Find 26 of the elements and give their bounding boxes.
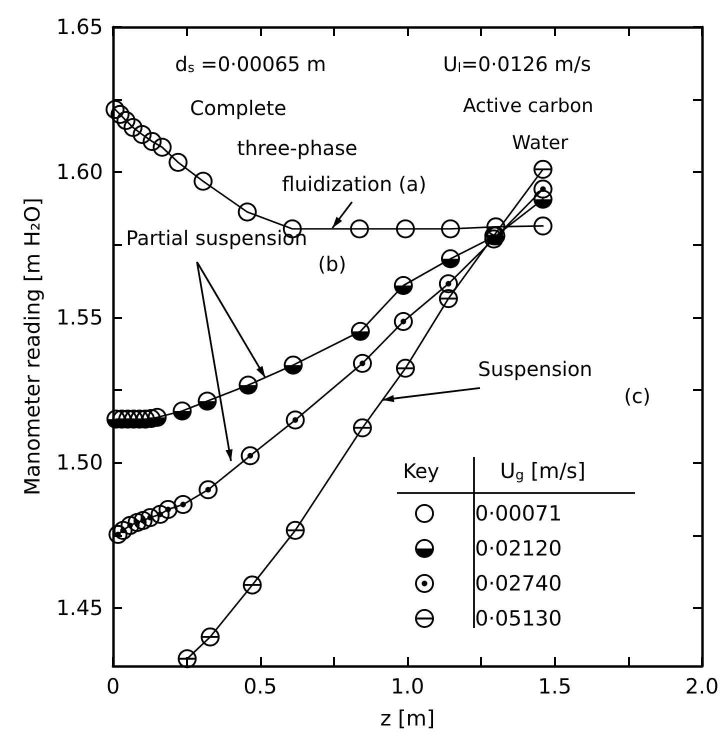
y-tick-label: 1.55 bbox=[56, 305, 103, 330]
annotation: Water bbox=[512, 132, 568, 154]
x-tick-label: 0 bbox=[106, 674, 120, 698]
y-axis-title: Manometer reading [m H₂O] bbox=[20, 198, 44, 496]
y-tick-label: 1.45 bbox=[56, 596, 103, 620]
legend-label: 0·00071 bbox=[475, 502, 562, 526]
annotation: Complete three-phase fluidization (a) bbox=[190, 96, 426, 196]
x-axis-title: z [m] bbox=[380, 706, 435, 730]
annotation: Key bbox=[403, 459, 440, 483]
y-tick-label: 1.65 bbox=[56, 15, 103, 39]
x-tick-label: 1.5 bbox=[538, 674, 572, 698]
annotation: Partial suspension bbox=[126, 226, 308, 250]
y-tick-label: 1.60 bbox=[56, 160, 103, 184]
x-tick-label: 2.0 bbox=[685, 674, 719, 698]
annotation: (c) bbox=[624, 384, 651, 408]
legend-label: 0·02120 bbox=[475, 536, 562, 560]
annotation: Ul=0·0126 m/s bbox=[443, 52, 591, 76]
x-tick-label: 1.0 bbox=[390, 674, 424, 698]
annotation: Suspension bbox=[478, 357, 592, 381]
y-tick-label: 1.50 bbox=[56, 450, 103, 475]
legend-label: 0·02740 bbox=[475, 572, 562, 596]
annotation: (b) bbox=[318, 252, 346, 276]
legend-label: 0·05130 bbox=[475, 606, 562, 630]
x-tick-label: 0.5 bbox=[244, 674, 277, 698]
annotation: Active carbon bbox=[463, 95, 594, 118]
annotation: ds =0·00065 m bbox=[175, 52, 326, 76]
